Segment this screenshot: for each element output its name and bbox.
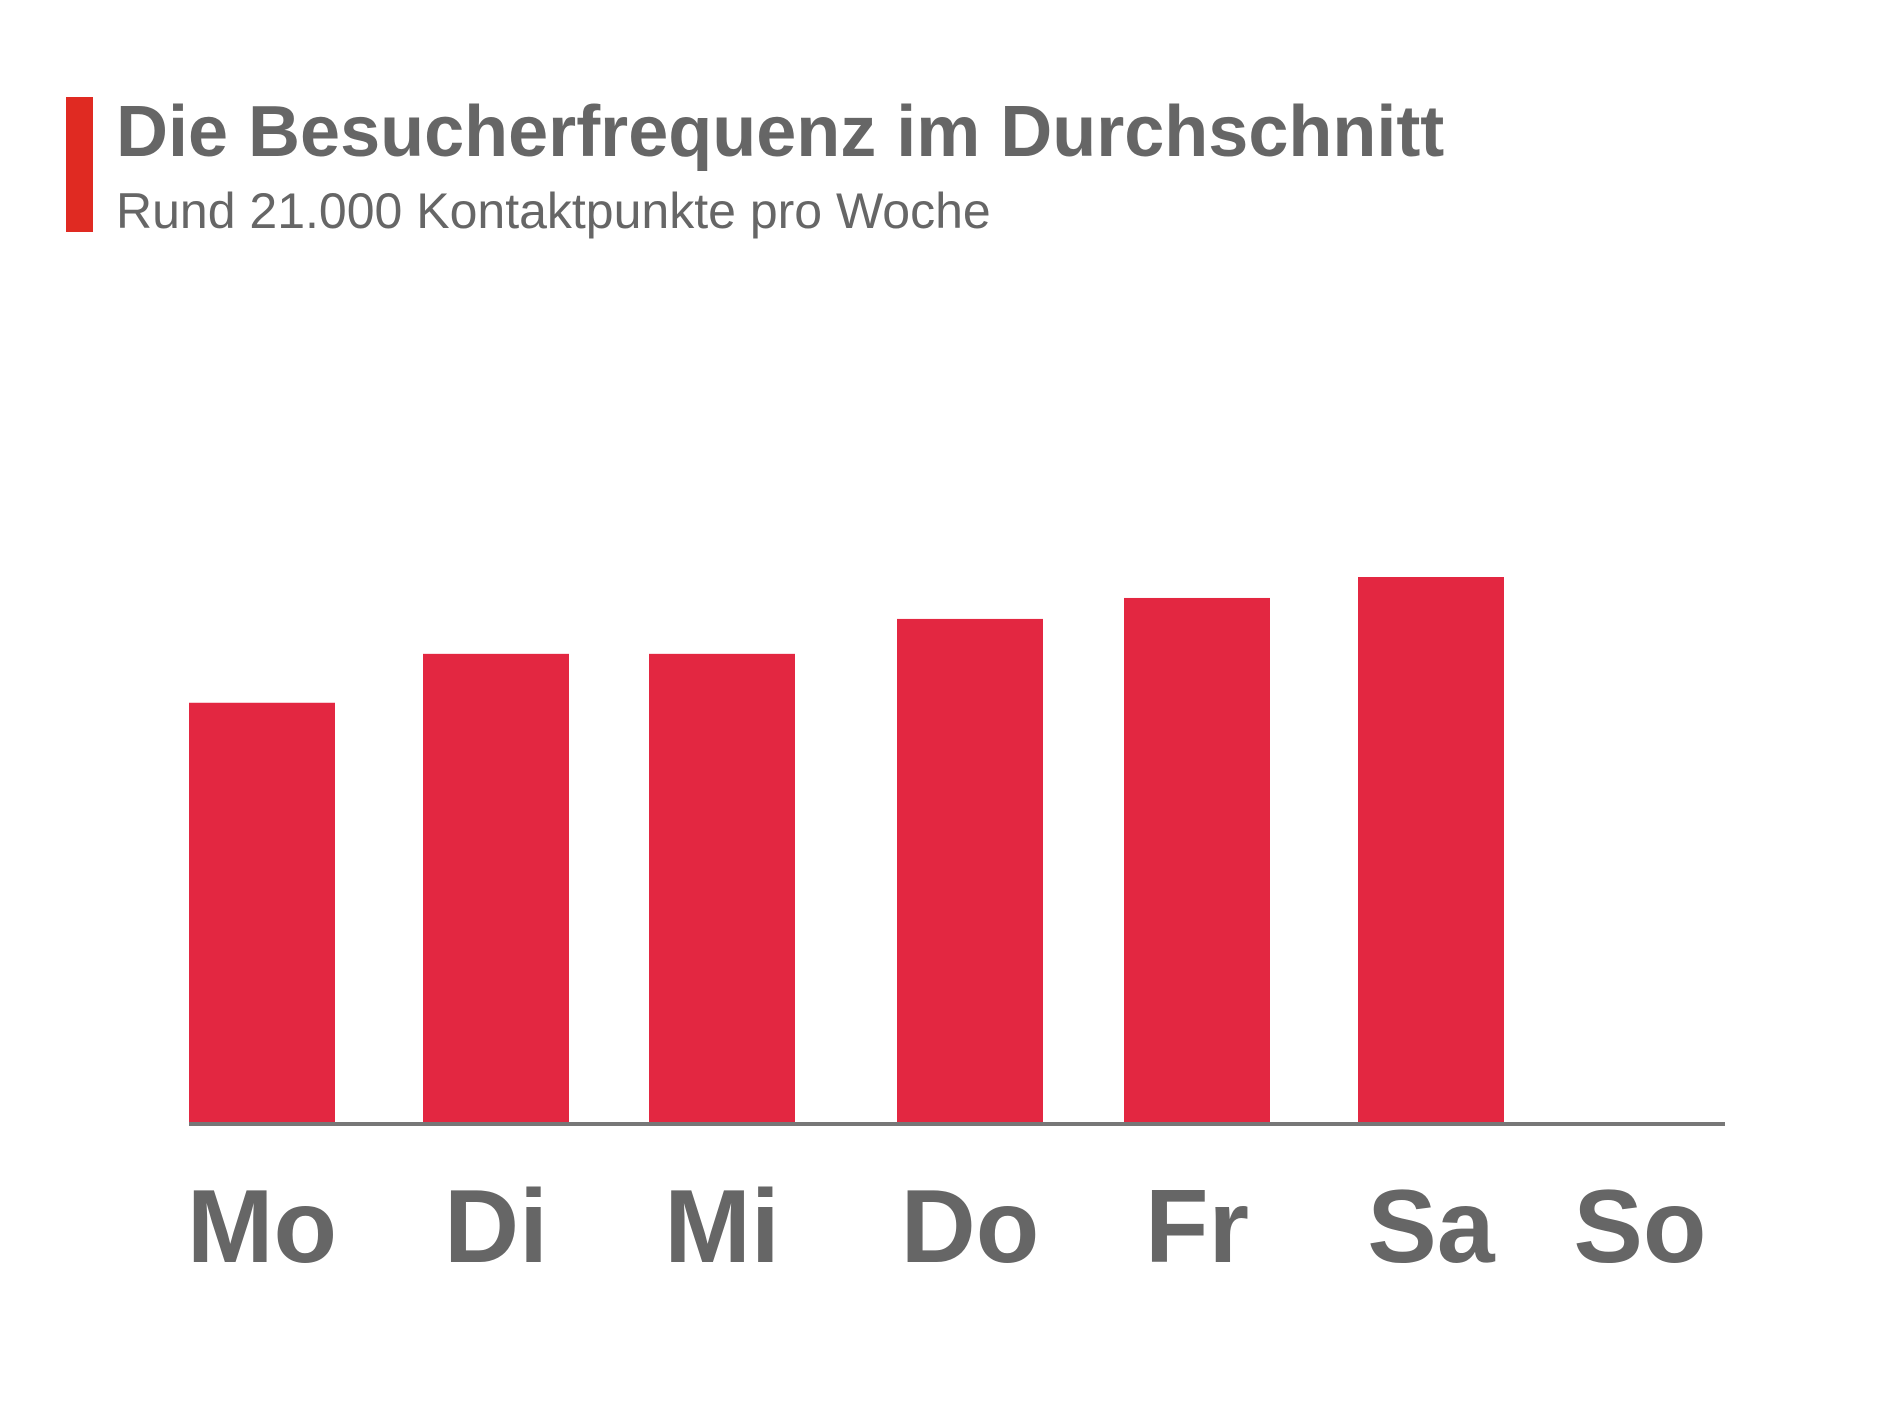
- bar: [423, 653, 569, 1122]
- bar: [649, 653, 795, 1122]
- bar: [897, 618, 1043, 1122]
- x-tick-label: Do: [901, 1169, 1040, 1285]
- bar: [189, 702, 335, 1122]
- chart-title: Die Besucherfrequenz im Durchschnitt: [116, 92, 1444, 172]
- x-tick-label: Fr: [1145, 1169, 1249, 1285]
- chart-subtitle: Rund 21.000 Kontaktpunkte pro Woche: [116, 183, 991, 239]
- x-tick-label: Mo: [187, 1169, 337, 1285]
- x-tick-label: So: [1574, 1169, 1707, 1285]
- title-accent: [66, 97, 93, 232]
- bar: [1358, 577, 1504, 1122]
- x-tick-label: Mi: [664, 1169, 780, 1285]
- x-tick-label: Di: [444, 1169, 548, 1285]
- x-tick-label: Sa: [1367, 1169, 1495, 1285]
- bar: [1124, 597, 1270, 1122]
